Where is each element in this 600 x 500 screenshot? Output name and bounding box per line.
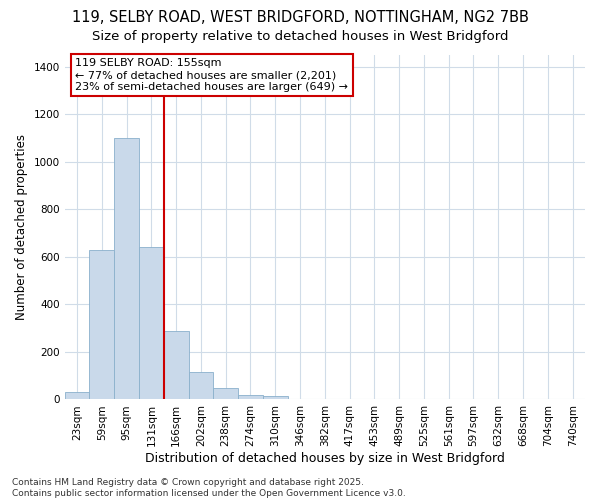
Y-axis label: Number of detached properties: Number of detached properties (15, 134, 28, 320)
Bar (89, 250, 114, 400)
Bar (114, 138, 139, 400)
X-axis label: Distribution of detached houses by size in West Bridgford: Distribution of detached houses by size … (145, 452, 505, 465)
Bar (238, 394, 263, 400)
Bar (65, 392, 89, 400)
Bar (164, 330, 188, 400)
Text: Contains HM Land Registry data © Crown copyright and database right 2025.
Contai: Contains HM Land Registry data © Crown c… (12, 478, 406, 498)
Bar (214, 388, 238, 400)
Text: 119, SELBY ROAD, WEST BRIDGFORD, NOTTINGHAM, NG2 7BB: 119, SELBY ROAD, WEST BRIDGFORD, NOTTING… (71, 10, 529, 25)
Bar (263, 396, 287, 400)
Bar (139, 248, 164, 400)
Bar (188, 372, 214, 400)
Text: Size of property relative to detached houses in West Bridgford: Size of property relative to detached ho… (92, 30, 508, 43)
Text: 119 SELBY ROAD: 155sqm
← 77% of detached houses are smaller (2,201)
23% of semi-: 119 SELBY ROAD: 155sqm ← 77% of detached… (75, 58, 348, 92)
